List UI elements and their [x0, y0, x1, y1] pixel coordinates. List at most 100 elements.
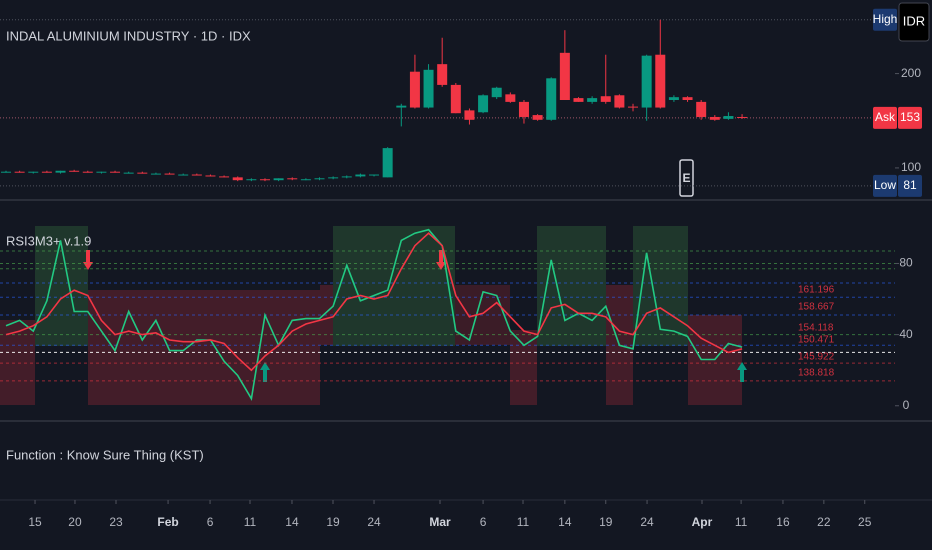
- event-badge[interactable]: [679, 159, 694, 197]
- candle-body: [0, 171, 11, 173]
- candle-body: [82, 171, 93, 173]
- y-tick-label: 80: [899, 256, 913, 270]
- price-value-badge: [898, 174, 922, 197]
- candle-body: [396, 105, 407, 108]
- x-tick-label: 6: [480, 515, 487, 529]
- x-tick-label: 14: [285, 515, 299, 529]
- candle-body: [191, 174, 202, 176]
- price-level-label: 161.196: [798, 285, 835, 296]
- x-tick-label: Mar: [429, 515, 451, 529]
- price-value-badge: [898, 106, 922, 129]
- candle-body: [246, 179, 257, 181]
- candle-body: [273, 178, 284, 181]
- y-tick-label: 40: [899, 327, 913, 341]
- x-tick-label: 24: [367, 515, 381, 529]
- candle-body: [423, 69, 434, 108]
- candle-body: [573, 98, 584, 102]
- x-tick-label: 6: [207, 515, 214, 529]
- candle-body: [464, 110, 475, 120]
- price-badge-label: Ask: [875, 110, 896, 124]
- candle-body: [382, 148, 393, 178]
- candle-body: [737, 116, 748, 118]
- x-tick-label: 20: [68, 515, 82, 529]
- candle-body: [219, 176, 230, 178]
- candle-body: [723, 116, 734, 119]
- price-badge-label: Low: [874, 178, 896, 192]
- price-badge: [873, 106, 897, 129]
- y-tick-label: 0: [903, 398, 910, 412]
- candle-body: [668, 97, 679, 100]
- candle-body: [137, 172, 148, 174]
- candle-body: [614, 95, 625, 108]
- candle-body: [69, 170, 80, 172]
- chart-title: INDAL ALUMINIUM INDUSTRY · 1D · IDX: [6, 28, 251, 43]
- x-tick-label: 14: [558, 515, 572, 529]
- candle-body: [655, 54, 666, 108]
- price-value: 153: [900, 110, 920, 124]
- series-line: [5, 228, 743, 402]
- y-tick-label: 200: [901, 66, 921, 80]
- indicator-title: RSI3M3+ v.1.9: [6, 233, 91, 248]
- x-tick-label: 23: [109, 515, 123, 529]
- y-tick-label: 100: [901, 160, 921, 174]
- event-label[interactable]: E: [682, 171, 690, 185]
- candle-body: [300, 179, 311, 181]
- candle-body: [491, 87, 502, 98]
- candle-body: [355, 174, 366, 177]
- candle-body: [14, 171, 25, 173]
- candle-body: [532, 115, 543, 120]
- x-tick-label: 11: [735, 515, 748, 529]
- buy-arrow: [260, 362, 270, 382]
- price-badge: [873, 8, 897, 31]
- candle-body: [546, 78, 557, 120]
- candle-body: [628, 106, 639, 108]
- candle-body: [437, 64, 448, 85]
- x-tick-label: Apr: [692, 515, 713, 529]
- buy-arrow: [737, 362, 747, 382]
- price-badge: [873, 174, 897, 197]
- candle-body: [110, 171, 121, 173]
- x-tick-label: 11: [517, 515, 530, 529]
- sell-zone: [0, 320, 35, 405]
- candle-body: [518, 101, 529, 117]
- x-tick-label: 19: [326, 515, 340, 529]
- candle-body: [55, 170, 66, 173]
- x-tick-label: 16: [776, 515, 790, 529]
- candle-body: [178, 174, 189, 176]
- buy-zone: [333, 226, 455, 346]
- candle-body: [328, 177, 339, 179]
- price-value: 81: [903, 178, 917, 192]
- candle-body: [559, 52, 570, 100]
- sell-zone: [88, 290, 320, 405]
- x-tick-label: 15: [28, 515, 42, 529]
- candle-body: [205, 175, 216, 177]
- sell-arrow: [83, 250, 93, 270]
- currency-box[interactable]: [898, 2, 930, 42]
- candle-body: [709, 116, 720, 120]
- candle-body: [682, 97, 693, 100]
- candle-body: [587, 98, 598, 102]
- currency[interactable]: IDR: [903, 13, 925, 28]
- x-tick-label: 11: [244, 515, 257, 529]
- indicator-title: Function : Know Sure Thing (KST): [6, 447, 204, 462]
- candle-body: [123, 172, 134, 174]
- candle-body: [287, 178, 298, 180]
- buy-zone: [537, 226, 606, 346]
- x-tick-label: 25: [858, 515, 872, 529]
- candle-body: [409, 71, 420, 108]
- signal-arrows: [83, 250, 747, 382]
- candle-body: [696, 101, 707, 117]
- candle-body: [641, 55, 652, 108]
- series-line: [5, 232, 743, 372]
- price-level-label: 154.118: [798, 323, 834, 334]
- candle-body: [259, 179, 270, 181]
- candle-body: [232, 177, 243, 181]
- sell-arrow: [436, 250, 446, 270]
- candle-body: [600, 96, 611, 102]
- candle-body: [314, 178, 325, 180]
- price-level-label: 138.818: [798, 368, 835, 379]
- candle-body: [28, 171, 39, 173]
